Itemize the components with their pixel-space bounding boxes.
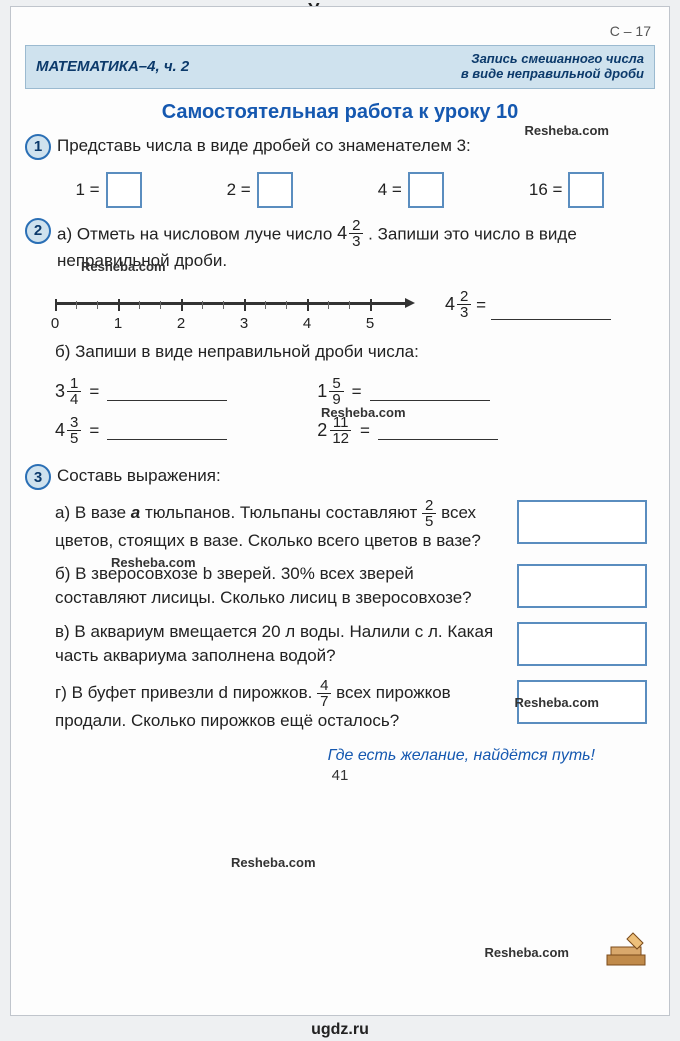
q2b-eq2: 159 = (317, 376, 498, 407)
banner-topic-line2: в виде неправильной дроби (461, 67, 644, 82)
watermark: Resheba.com (111, 555, 196, 570)
answer-blank[interactable] (107, 383, 227, 401)
page-number: 41 (25, 767, 655, 784)
watermark: Resheba.com (231, 855, 316, 870)
q3a: а) В вазе a тюльпанов. Тюльпаны составля… (55, 498, 651, 554)
books-icon (603, 929, 651, 971)
watermark: Resheba.com (524, 123, 609, 138)
q1-item-2: 2 = (227, 172, 293, 208)
worksheet-page: С – 17 МАТЕМАТИКА–4, ч. 2 Запись смешанн… (10, 6, 670, 1016)
q2b-eq3: 435 = (55, 415, 227, 446)
watermark: Resheba.com (321, 405, 406, 420)
q2b-eq1: 314 = (55, 376, 227, 407)
answer-box[interactable] (106, 172, 142, 208)
badge-1: 1 (25, 134, 51, 160)
answer-box[interactable] (408, 172, 444, 208)
q1-answer-row: 1 = 2 = 4 = 16 = (25, 172, 655, 208)
question-3: 3 Составь выражения: (25, 464, 655, 490)
site-footer-bottom: ugdz.ru (0, 1021, 680, 1039)
banner-topic-line1: Запись смешанного числа (461, 52, 644, 67)
subject-banner: МАТЕМАТИКА–4, ч. 2 Запись смешанного чис… (25, 45, 655, 89)
q2a-equation: 4 23 = (445, 289, 611, 320)
answer-box[interactable] (517, 622, 647, 666)
answer-box[interactable] (257, 172, 293, 208)
q2b-text: б) Запиши в виде неправильной дроби числ… (55, 340, 655, 365)
q3c: в) В аквариум вмещается 20 л воды. Налил… (55, 620, 651, 670)
footer-quote: Где есть желание, найдётся путь! (25, 747, 655, 765)
answer-blank[interactable] (370, 383, 490, 401)
banner-topic: Запись смешанного числа в виде неправиль… (461, 52, 644, 82)
arrow-icon (405, 298, 415, 308)
page-title: Самостоятельная работа к уроку 10 (25, 101, 655, 124)
banner-subject: МАТЕМАТИКА–4, ч. 2 (36, 58, 189, 75)
q3-head: Составь выражения: (57, 464, 221, 489)
watermark: Resheba.com (514, 695, 599, 710)
q1-item-3: 4 = (378, 172, 444, 208)
watermark: Resheba.com (81, 259, 166, 274)
answer-blank[interactable] (491, 302, 611, 320)
q1-text: Представь числа в виде дробей со знамена… (57, 134, 471, 159)
answer-blank[interactable] (378, 422, 498, 440)
q1-item-4: 16 = (529, 172, 605, 208)
watermark: Resheba.com (484, 945, 569, 960)
badge-3: 3 (25, 464, 51, 490)
mixed-fraction: 4 23 (337, 218, 363, 249)
answer-box[interactable] (517, 500, 647, 544)
badge-2: 2 (25, 218, 51, 244)
number-line: 0 1 2 3 4 5 (55, 302, 405, 332)
answer-box[interactable] (517, 564, 647, 608)
q1-item-1: 1 = (76, 172, 142, 208)
answer-box[interactable] (568, 172, 604, 208)
answer-blank[interactable] (107, 422, 227, 440)
worksheet-code: С – 17 (610, 23, 651, 39)
